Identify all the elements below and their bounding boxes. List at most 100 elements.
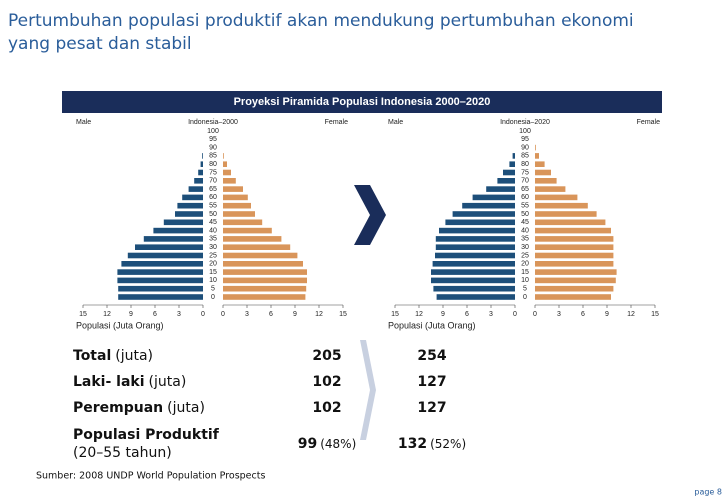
- bar: [535, 144, 536, 151]
- bar: [509, 161, 515, 167]
- legend-label: Male: [388, 119, 403, 126]
- x-tick-label: 15: [339, 311, 347, 318]
- x-tick-label: 15: [391, 311, 399, 318]
- row-label: Total (juta): [73, 348, 153, 364]
- value: 102: [312, 374, 341, 390]
- bar: [223, 227, 272, 234]
- bar: [535, 227, 611, 234]
- row-unit: (juta): [115, 348, 153, 364]
- value-bold: 132: [398, 436, 427, 452]
- y-tick-label: 10: [209, 277, 217, 284]
- row-label-bold: Laki- laki: [73, 374, 145, 390]
- banner: [62, 91, 662, 113]
- bar: [223, 178, 236, 184]
- bar: [223, 211, 255, 217]
- value: 99 (48%): [298, 436, 357, 452]
- bar: [118, 285, 203, 292]
- bar: [535, 211, 597, 217]
- bar: [223, 161, 227, 167]
- bar: [188, 186, 203, 192]
- arrow: [354, 185, 386, 245]
- y-tick-label: 65: [521, 186, 529, 193]
- y-tick-label: 10: [521, 277, 529, 284]
- chart-title: Indonesia–2000: [188, 119, 238, 126]
- bar: [535, 202, 588, 209]
- bar: [535, 236, 614, 242]
- bar: [431, 277, 515, 284]
- bar: [535, 178, 557, 184]
- y-tick-label: 40: [209, 227, 217, 234]
- bar: [223, 244, 291, 250]
- value: 127: [417, 400, 446, 416]
- y-tick-label: 95: [209, 136, 217, 143]
- bar: [512, 153, 515, 159]
- bar: [223, 219, 263, 226]
- y-tick-label: 75: [521, 169, 529, 176]
- bar: [194, 178, 203, 184]
- y-tick-label: 75: [209, 169, 217, 176]
- bar: [127, 252, 203, 259]
- bar: [223, 236, 282, 242]
- legend-label: Female: [325, 119, 348, 126]
- bar: [435, 244, 515, 250]
- bar: [486, 186, 515, 192]
- bar: [535, 269, 617, 275]
- legend-label: Female: [637, 119, 660, 126]
- row-unit: (juta): [149, 374, 187, 390]
- bar: [439, 227, 515, 234]
- arrow: [360, 340, 376, 440]
- bar: [202, 153, 203, 159]
- bar: [535, 244, 614, 250]
- value-bold: 99: [298, 436, 317, 452]
- y-tick-label: 80: [521, 161, 529, 168]
- x-tick-label: 0: [533, 311, 537, 318]
- x-tick-label: 15: [651, 311, 659, 318]
- y-tick-label: 30: [209, 244, 217, 251]
- x-tick-label: 3: [489, 311, 493, 318]
- y-tick-label: 35: [521, 236, 529, 243]
- y-tick-label: 80: [209, 161, 217, 168]
- bar: [121, 261, 203, 267]
- x-tick-label: 12: [415, 311, 423, 318]
- y-tick-label: 100: [207, 128, 219, 135]
- row-unit: (juta): [167, 400, 205, 416]
- bar: [535, 153, 539, 159]
- value: 254: [417, 348, 446, 364]
- bar: [535, 252, 614, 259]
- y-tick-label: 15: [209, 269, 217, 276]
- bar: [177, 202, 203, 209]
- bar: [432, 261, 515, 267]
- x-tick-label: 0: [201, 311, 205, 318]
- x-tick-label: 6: [269, 311, 273, 318]
- value-share: (52%): [430, 437, 466, 451]
- bar: [445, 219, 515, 226]
- x-tick-label: 12: [627, 311, 635, 318]
- bar: [535, 277, 616, 284]
- bar: [535, 294, 611, 300]
- row-label: Populasi Produktif: [73, 427, 220, 443]
- y-tick-label: 55: [209, 203, 217, 210]
- y-tick-label: 0: [523, 294, 527, 301]
- bar: [223, 169, 231, 176]
- bar: [175, 211, 203, 217]
- x-tick-label: 6: [153, 311, 157, 318]
- x-tick-label: 3: [245, 311, 249, 318]
- bar: [535, 285, 614, 292]
- y-tick-label: 70: [209, 178, 217, 185]
- y-tick-label: 90: [521, 144, 529, 151]
- bar: [435, 252, 515, 259]
- page-number: page 8: [694, 488, 722, 497]
- bar: [223, 153, 224, 159]
- y-tick-label: 40: [521, 227, 529, 234]
- bar: [118, 294, 203, 300]
- x-tick-label: 0: [513, 311, 517, 318]
- x-tick-label: 12: [315, 311, 323, 318]
- bar: [182, 194, 203, 201]
- x-axis-title: Populasi (Juta Orang): [76, 320, 164, 330]
- value: 102: [312, 400, 341, 416]
- bar: [535, 194, 578, 201]
- y-tick-label: 30: [521, 244, 529, 251]
- x-tick-label: 3: [557, 311, 561, 318]
- y-tick-label: 15: [521, 269, 529, 276]
